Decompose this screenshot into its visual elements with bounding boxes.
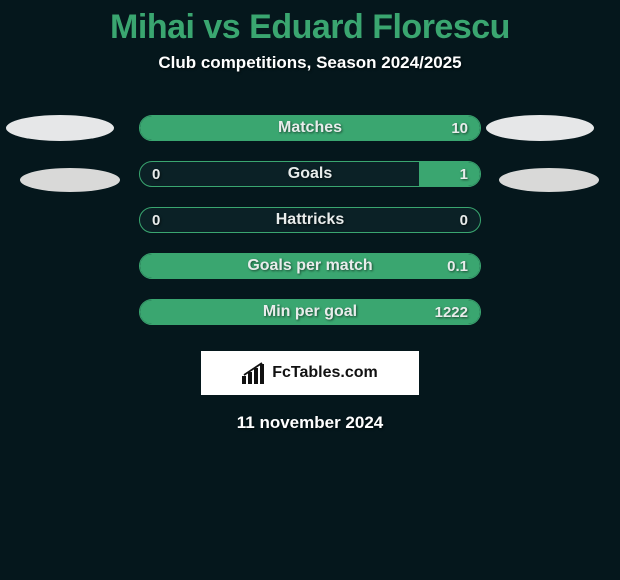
- snapshot-date: 11 november 2024: [0, 413, 620, 433]
- stat-value-right: 1: [460, 162, 468, 186]
- subtitle: Club competitions, Season 2024/2025: [0, 53, 620, 73]
- stat-row: Goals per match0.1: [139, 253, 481, 279]
- stat-row: Min per goal1222: [139, 299, 481, 325]
- stat-value-left: 0: [152, 162, 160, 186]
- stat-row: Hattricks0 0: [139, 207, 481, 233]
- stat-row: Goals01: [139, 161, 481, 187]
- bar-fill-right: [419, 162, 480, 186]
- stat-value-right: 0: [460, 208, 468, 232]
- stat-value-left: 0: [152, 208, 160, 232]
- comparison-panel: Mihai vs Eduard Florescu Club competitio…: [0, 0, 620, 580]
- bar-fill: [140, 254, 480, 278]
- stat-label: Hattricks: [140, 208, 480, 232]
- page-title: Mihai vs Eduard Florescu: [0, 0, 620, 47]
- stat-value-right: 0.1: [447, 254, 468, 278]
- stat-value-right: 1222: [435, 300, 468, 324]
- bar-fill: [140, 116, 480, 140]
- source-logo: FcTables.com: [201, 351, 419, 395]
- stat-rows: Matches10Goals01Hattricks00Goals per mat…: [0, 115, 620, 325]
- bars-icon: [242, 362, 266, 384]
- stat-row: Matches10: [139, 115, 481, 141]
- bar-fill: [140, 300, 480, 324]
- stat-value-right: 10: [451, 116, 468, 140]
- logo-text: FcTables.com: [272, 364, 378, 382]
